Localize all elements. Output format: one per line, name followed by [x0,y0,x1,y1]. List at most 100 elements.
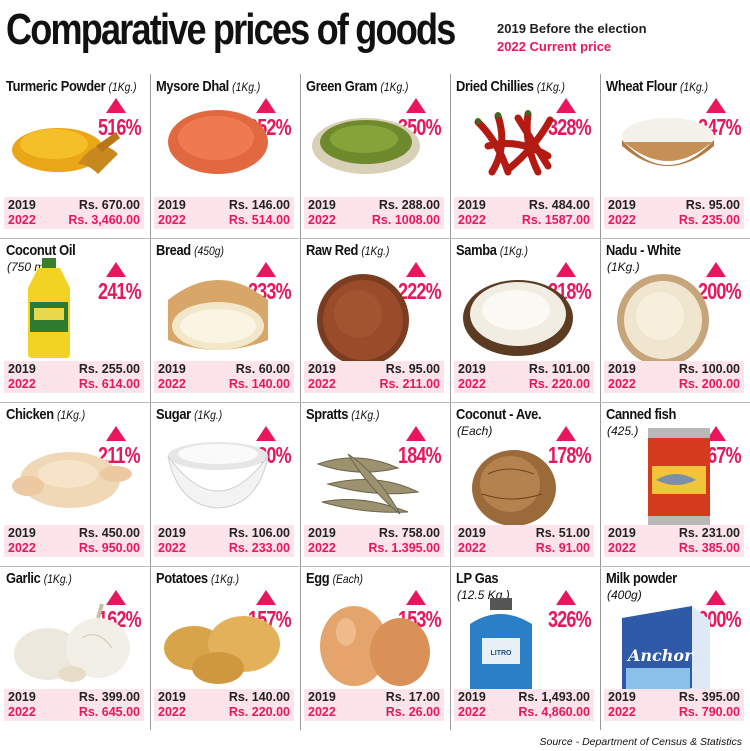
price-2019: Rs. 288.00 [378,198,440,212]
product-card: Potatoes (1Kg.) 157% 2019 Rs. 140.00 202… [150,566,300,730]
product-name: Canned fish [606,406,676,423]
increase-arrow-icon [106,590,126,605]
year-2019: 2019 [308,526,336,540]
product-unit: (Each) [332,572,363,586]
bread-image [158,270,278,365]
year-2019: 2019 [158,526,186,540]
product-name: Sugar (1Kg.) [156,406,222,423]
year-2022: 2022 [8,705,36,719]
row-divider [0,566,750,567]
year-2022: 2022 [158,541,186,555]
percent-increase: 184% [398,442,442,468]
price-row-2022: 2022 Rs. 514.00 [154,213,294,228]
sugar-image [158,434,278,519]
price-2022: Rs. 950.00 [78,541,140,555]
nadu-image [608,270,718,375]
product-unit: (1Kg.) [57,408,86,422]
increase-arrow-icon [706,98,726,113]
price-box: 2019 Rs. 95.00 2022 Rs. 211.00 [304,361,444,393]
price-2022: Rs. 1008.00 [371,213,440,227]
percent-increase: 326% [548,606,592,632]
price-2019: Rs. 450.00 [78,526,140,540]
increase-arrow-icon [556,590,576,605]
price-row-2022: 2022 Rs. 200.00 [604,377,744,392]
price-2022: Rs. 514.00 [228,213,290,227]
increase-arrow-icon [556,98,576,113]
price-row-2022: 2022 Rs. 385.00 [604,541,744,556]
price-row-2022: 2022 Rs. 3,460.00 [4,213,144,228]
product-name: Egg (Each) [306,570,363,587]
product-name: Chicken (1Kg.) [6,406,85,423]
chilli-image [458,106,578,183]
year-2022: 2022 [158,213,186,227]
increase-arrow-icon [106,262,126,277]
product-name: Wheat Flour (1Kg.) [606,78,708,95]
product-name-text: Mysore Dhal [156,78,229,95]
price-row-2022: 2022 Rs. 235.00 [604,213,744,228]
price-2019: Rs. 106.00 [228,526,290,540]
product-name: Turmeric Powder (1Kg.) [6,78,137,95]
oil-image [20,258,80,363]
price-row-2019: 2019 Rs. 100.00 [604,362,744,377]
increase-arrow-icon [406,98,426,113]
year-2022: 2022 [308,541,336,555]
year-2019: 2019 [8,362,36,376]
price-row-2019: 2019 Rs. 450.00 [4,526,144,541]
price-2022: Rs. 233.00 [228,541,290,555]
product-name: Nadu - White [606,242,681,259]
price-2022: Rs. 91.00 [535,541,590,555]
dhal-image [158,106,278,183]
year-2022: 2022 [458,705,486,719]
increase-arrow-icon [556,262,576,277]
price-2022: Rs. 790.00 [678,705,740,719]
increase-arrow-icon [556,426,576,441]
price-row-2019: 2019 Rs. 670.00 [4,198,144,213]
price-row-2019: 2019 Rs. 95.00 [304,362,444,377]
price-2019: Rs. 140.00 [228,690,290,704]
product-name: Milk powder [606,570,677,587]
price-row-2019: 2019 Rs. 288.00 [304,198,444,213]
price-2022: Rs. 1.395.00 [368,541,440,555]
year-2019: 2019 [8,690,36,704]
product-name: LP Gas [456,570,499,587]
product-unit: (1Kg.) [361,244,390,258]
price-row-2019: 2019 Rs. 1,493.00 [454,690,594,705]
year-2019: 2019 [308,362,336,376]
year-2019: 2019 [8,526,36,540]
increase-arrow-icon [706,262,726,277]
price-row-2022: 2022 Rs. 1587.00 [454,213,594,228]
product-unit: (Each) [457,424,493,438]
year-2019: 2019 [458,198,486,212]
product-name: Coconut - Ave. [456,406,542,423]
price-row-2019: 2019 Rs. 140.00 [154,690,294,705]
year-2019: 2019 [308,198,336,212]
product-name-text: Egg [306,570,330,587]
product-card: Nadu - White (1Kg.) 200% 2019 Rs. 100.00… [600,238,750,402]
year-2022: 2022 [8,377,36,391]
product-name: Raw Red (1Kg.) [306,242,389,259]
price-row-2022: 2022 Rs. 950.00 [4,541,144,556]
row-divider [0,238,750,239]
price-2022: Rs. 4,860.00 [518,705,590,719]
product-name-text: Turmeric Powder [6,78,106,95]
price-2019: Rs. 95.00 [385,362,440,376]
price-row-2019: 2019 Rs. 484.00 [454,198,594,213]
percent-increase: 241% [98,278,142,304]
product-name-text: Coconut Oil [6,242,76,259]
price-2019: Rs. 670.00 [78,198,140,212]
price-row-2019: 2019 Rs. 17.00 [304,690,444,705]
gas-image: LITRO [458,598,548,713]
product-name-text: Dried Chillies [456,78,534,95]
price-row-2022: 2022 Rs. 4,860.00 [454,705,594,720]
year-2019: 2019 [8,198,36,212]
price-row-2022: 2022 Rs. 790.00 [604,705,744,720]
brand-label: Anchor [628,646,693,665]
product-card: LP Gas (12.5 Kg.) 326% LITRO 2019 Rs. 1,… [450,566,600,730]
price-2019: Rs. 60.00 [235,362,290,376]
product-name-text: LP Gas [456,570,499,587]
year-2019: 2019 [608,526,636,540]
product-unit: (1Kg.) [680,80,709,94]
price-row-2022: 2022 Rs. 91.00 [454,541,594,556]
price-row-2022: 2022 Rs. 220.00 [154,705,294,720]
product-card: Chicken (1Kg.) 211% 2019 Rs. 450.00 2022… [0,402,150,566]
